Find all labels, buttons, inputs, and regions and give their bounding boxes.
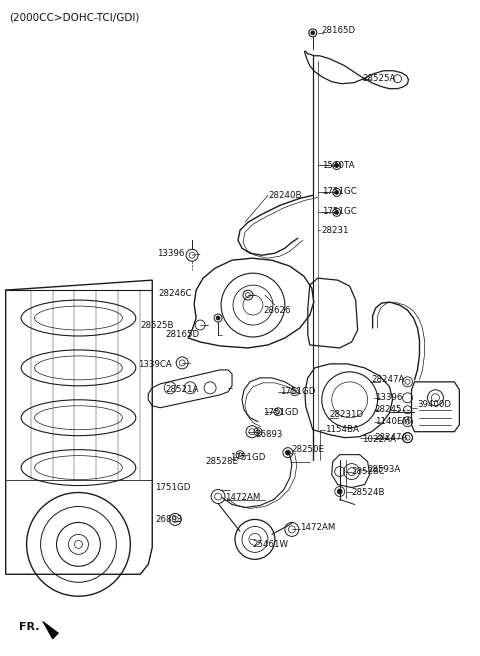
- Text: 28231: 28231: [322, 226, 349, 235]
- Circle shape: [335, 190, 339, 194]
- Text: 28593A: 28593A: [368, 465, 401, 474]
- Text: 1472AM: 1472AM: [225, 493, 261, 502]
- Text: 1140EM: 1140EM: [374, 417, 409, 426]
- Text: 13396: 13396: [157, 249, 185, 258]
- Text: 28528C: 28528C: [352, 467, 385, 476]
- Text: 28231D: 28231D: [330, 410, 364, 419]
- Text: 26893: 26893: [155, 515, 182, 524]
- Text: 1751GC: 1751GC: [322, 187, 357, 196]
- Text: 13396: 13396: [374, 394, 402, 402]
- Circle shape: [311, 31, 315, 35]
- Text: 1751GC: 1751GC: [322, 207, 357, 216]
- Text: 28245: 28245: [374, 405, 402, 414]
- Circle shape: [216, 316, 220, 320]
- Circle shape: [335, 163, 339, 167]
- Text: 1472AM: 1472AM: [300, 523, 335, 532]
- Text: 28165D: 28165D: [165, 331, 199, 339]
- Text: 1751GD: 1751GD: [263, 408, 298, 417]
- Text: 1751GD: 1751GD: [280, 387, 315, 396]
- Text: 28528E: 28528E: [205, 457, 238, 466]
- Circle shape: [335, 211, 339, 215]
- Text: 26893: 26893: [255, 430, 282, 439]
- Text: 28525B: 28525B: [140, 321, 174, 329]
- Text: 28246C: 28246C: [158, 289, 192, 298]
- Text: (2000CC>DOHC-TCI/GDI): (2000CC>DOHC-TCI/GDI): [9, 13, 139, 23]
- Text: 28247A: 28247A: [374, 433, 408, 442]
- Text: 1339CA: 1339CA: [138, 360, 172, 369]
- Polygon shape: [43, 621, 59, 639]
- Circle shape: [337, 489, 342, 494]
- Text: 28165D: 28165D: [322, 26, 356, 35]
- Text: 1751GD: 1751GD: [155, 483, 191, 492]
- Text: 28250E: 28250E: [292, 445, 325, 454]
- Text: 1022AA: 1022AA: [361, 435, 396, 444]
- Text: 25461W: 25461W: [252, 540, 288, 549]
- Text: 28247A: 28247A: [372, 375, 405, 384]
- Text: 28524B: 28524B: [352, 488, 385, 497]
- Circle shape: [286, 450, 290, 455]
- Text: 28626: 28626: [263, 306, 290, 315]
- Text: 1154BA: 1154BA: [325, 425, 359, 434]
- Text: 39400D: 39400D: [418, 400, 452, 409]
- Text: FR.: FR.: [19, 622, 39, 632]
- Text: 28240B: 28240B: [268, 191, 301, 200]
- Text: 28525A: 28525A: [363, 74, 396, 83]
- Text: 1540TA: 1540TA: [322, 161, 354, 170]
- Text: 28521A: 28521A: [165, 385, 199, 394]
- Text: 1751GD: 1751GD: [230, 453, 265, 462]
